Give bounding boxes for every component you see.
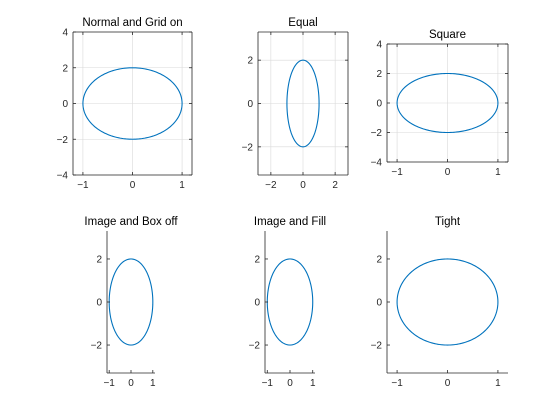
y-tick-label: 2 xyxy=(376,69,382,80)
ellipse-curve xyxy=(108,258,154,346)
ellipse-curve xyxy=(266,258,314,346)
x-tick-label: 0 xyxy=(445,378,451,389)
x-tick-label: −1 xyxy=(77,180,89,191)
subplot-title: Image and Box off xyxy=(84,216,178,228)
x-tick-label: −1 xyxy=(103,378,115,389)
x-tick-label: −1 xyxy=(391,167,403,178)
y-tick-label: 0 xyxy=(96,298,102,309)
x-tick-label: 0 xyxy=(130,180,136,191)
x-tick-label: 1 xyxy=(179,180,185,191)
x-tick-label: 1 xyxy=(310,378,316,389)
x-tick-label: 0 xyxy=(300,180,306,191)
y-tick-label: 0 xyxy=(254,298,260,309)
subplot-1: −1 0 1 −4 −2 0 2 4 Normal and Grid on xyxy=(57,17,193,191)
subplot-title: Equal xyxy=(288,17,317,29)
y-tick-label: 4 xyxy=(62,28,68,39)
y-tick-label: 2 xyxy=(376,254,382,265)
x-tick-label: 0 xyxy=(287,378,293,389)
subplot-title: Tight xyxy=(435,216,461,228)
y-tick-label: −2 xyxy=(371,341,383,352)
y-tick-label: −4 xyxy=(371,158,383,169)
y-tick-label: −2 xyxy=(91,341,103,352)
y-tick-label: 0 xyxy=(376,99,382,110)
subplot-title: Normal and Grid on xyxy=(82,17,182,29)
subplot-6: −1 0 1 −2 0 2 Tight xyxy=(371,216,508,389)
ellipse-curve xyxy=(286,59,320,148)
y-tick-label: 2 xyxy=(96,254,102,265)
y-tick-label: −4 xyxy=(57,171,69,182)
y-tick-label: −2 xyxy=(242,142,254,153)
subplot-5: −1 0 1 −2 0 2 Image and Fill xyxy=(249,216,327,389)
x-tick-label: 1 xyxy=(495,167,501,178)
subplot-2: −2 0 2 −2 0 2 Equal xyxy=(242,17,349,191)
x-tick-label: 1 xyxy=(495,378,501,389)
y-tick-label: 2 xyxy=(62,63,68,74)
x-tick-label: 0 xyxy=(445,167,451,178)
y-tick-label: 0 xyxy=(376,298,382,309)
subplots-group: −1 0 1 −4 −2 0 2 4 Normal and Grid on −2 0 2 −2 0 2 Equ… xyxy=(57,17,509,389)
y-tick-label: −2 xyxy=(371,128,383,139)
x-tick-label: −1 xyxy=(262,378,274,389)
x-tick-label: 2 xyxy=(332,180,338,191)
y-tick-label: 2 xyxy=(247,56,253,67)
y-tick-label: 4 xyxy=(376,40,382,51)
subplot-title: Square xyxy=(429,29,466,41)
y-tick-label: 0 xyxy=(62,99,68,110)
ellipse-curve xyxy=(396,258,499,346)
y-tick-label: 0 xyxy=(247,99,253,110)
subplot-title: Image and Fill xyxy=(254,216,326,228)
y-tick-label: −2 xyxy=(57,135,69,146)
ellipse-curve xyxy=(82,67,183,140)
x-tick-label: −1 xyxy=(391,378,403,389)
ellipse-curve xyxy=(396,72,499,134)
x-tick-label: 0 xyxy=(128,378,134,389)
x-tick-label: 1 xyxy=(150,378,156,389)
subplot-4: −1 0 1 −2 0 2 Image and Box off xyxy=(84,216,178,389)
subplot-3: −1 0 1 −4 −2 0 2 4 Square xyxy=(371,29,509,178)
y-tick-label: 2 xyxy=(254,254,260,265)
y-tick-label: −2 xyxy=(249,341,261,352)
x-tick-label: −2 xyxy=(265,180,277,191)
